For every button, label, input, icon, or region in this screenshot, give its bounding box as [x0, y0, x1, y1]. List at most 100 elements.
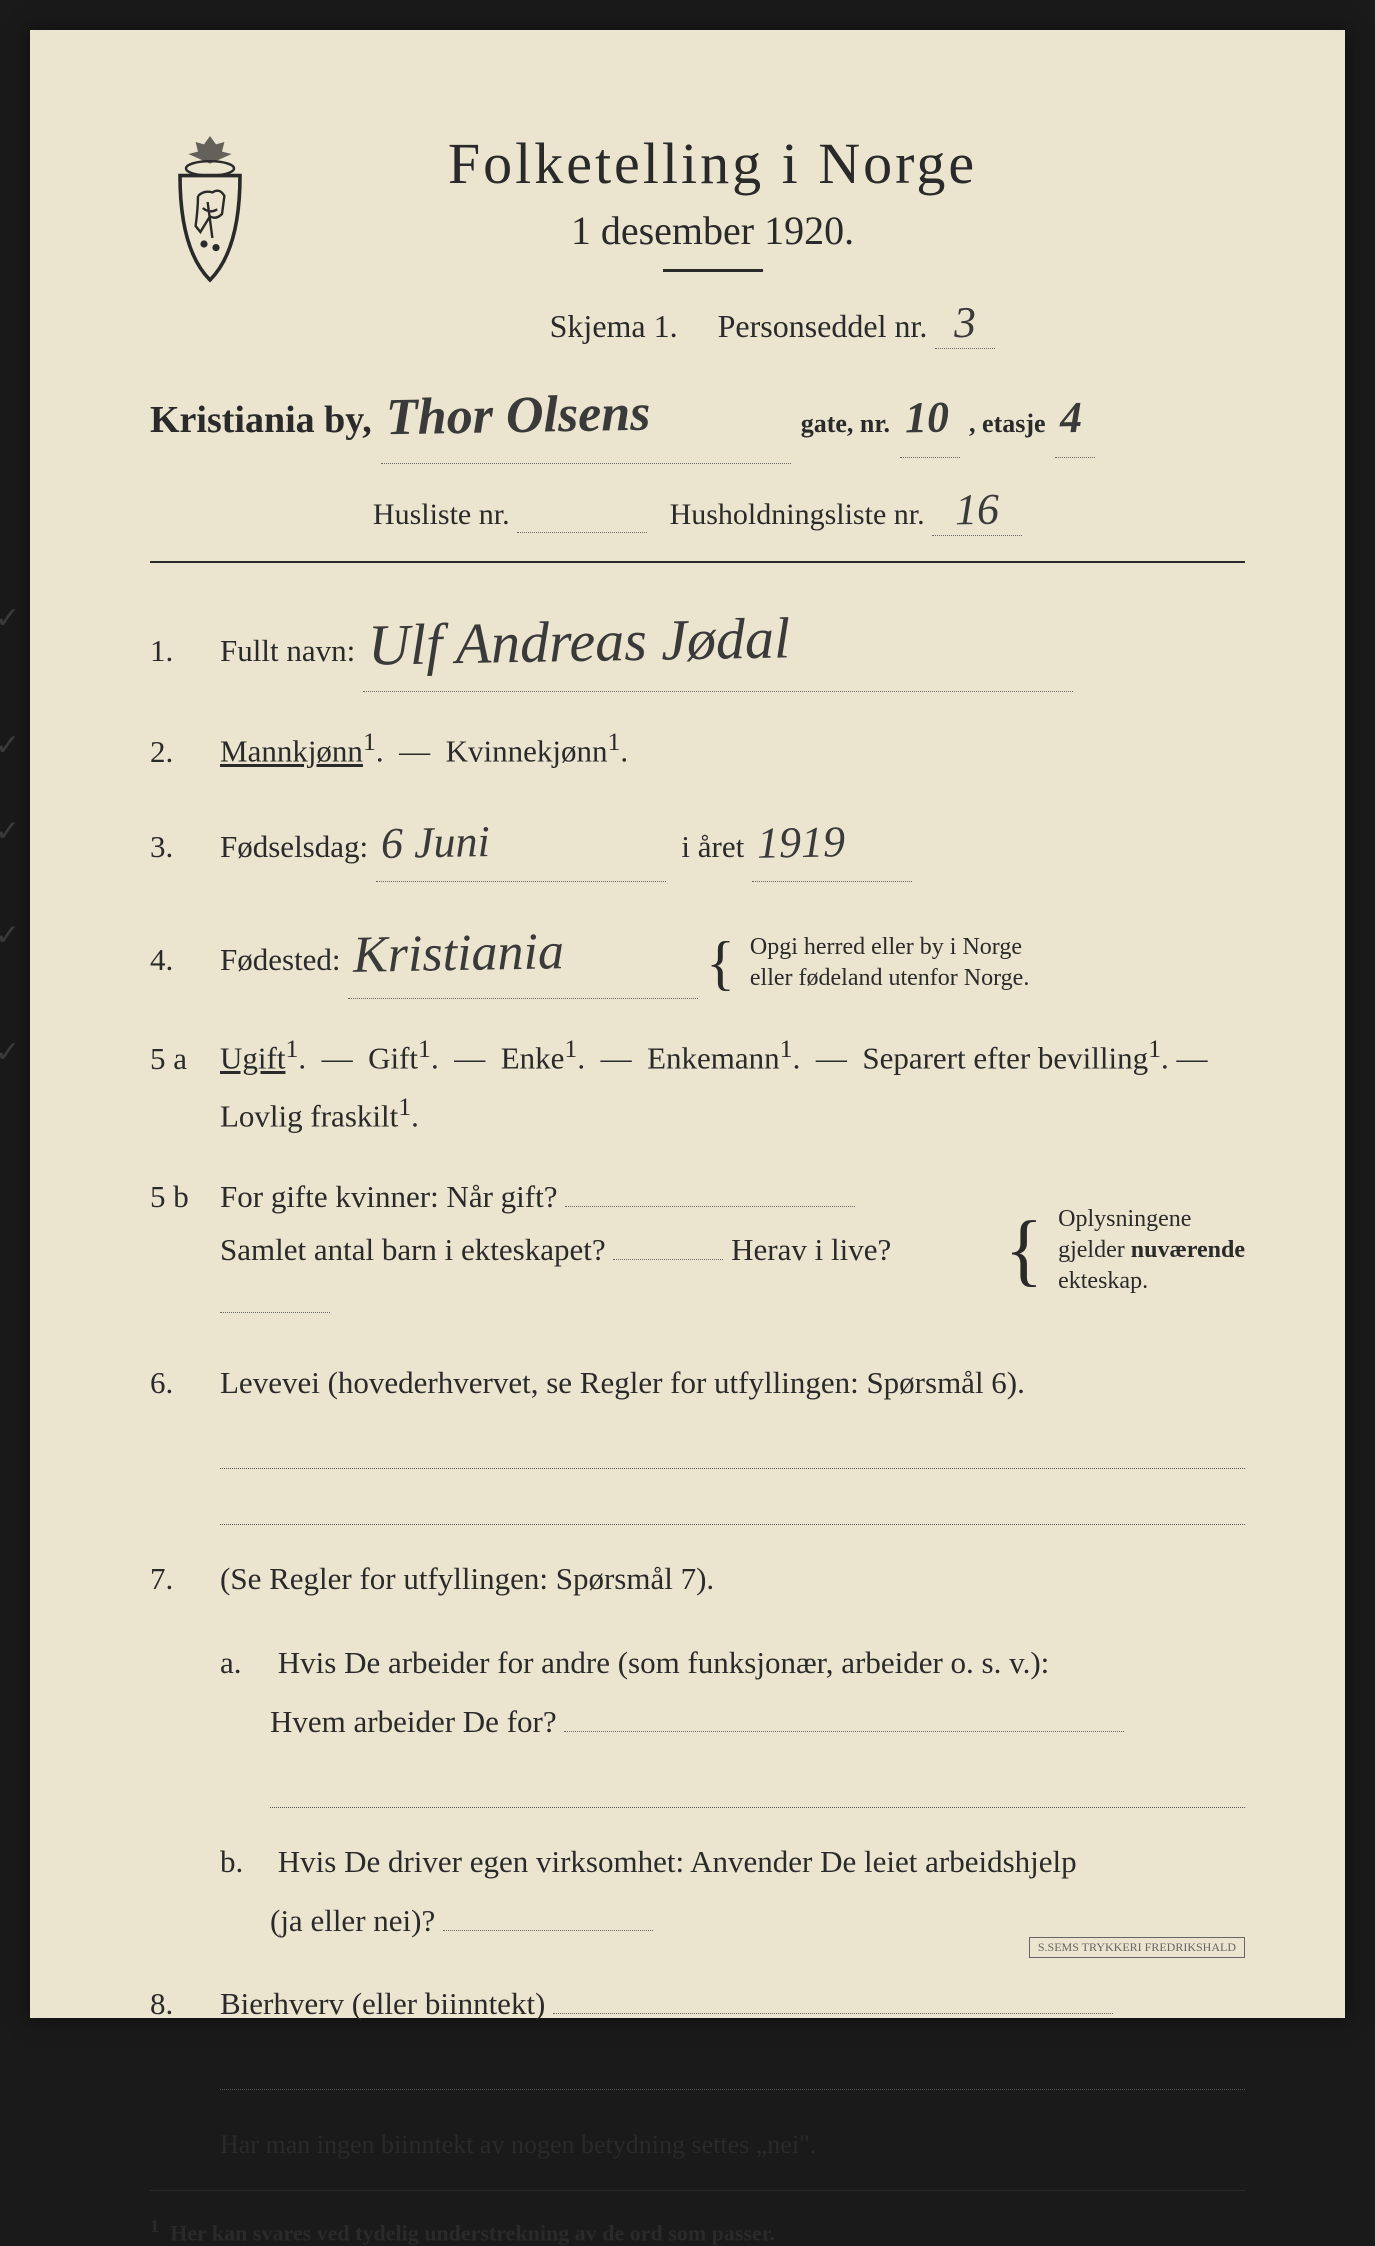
- q5a-num: 5 a: [150, 1033, 220, 1086]
- q2-body: Mannkjønn1. — Kvinnekjønn1.: [220, 720, 1245, 778]
- q5a-ugift: Ugift: [220, 1041, 285, 1076]
- q7a-line: [270, 1777, 1245, 1808]
- census-document: Folketelling i Norge 1 desember 1920. Sk…: [30, 30, 1345, 2018]
- q7b-letter: b.: [220, 1833, 270, 1892]
- printer-mark: S.SEMS TRYKKERI FREDRIKSHALD: [1029, 1937, 1245, 1958]
- q5b-line1: For gifte kvinner: Når gift?: [220, 1179, 557, 1214]
- skjema-line: Skjema 1. Personseddel nr. 3: [420, 297, 1125, 349]
- gate-label: gate, nr.: [801, 409, 890, 438]
- question-7b: b. Hvis De driver egen virksomhet: Anven…: [220, 1833, 1245, 1951]
- q7-label: (Se Regler for utfyllingen: Spørsmål 7).: [220, 1553, 1245, 1606]
- q4-field: Kristiania: [348, 910, 698, 999]
- q6-num: 6.: [150, 1357, 220, 1410]
- q2-sup1: 1: [363, 727, 376, 756]
- check-mark-1: ✓: [0, 593, 20, 644]
- check-mark-3: ✓: [0, 806, 20, 857]
- q4-note1: Opgi herred eller by i Norge: [750, 934, 1022, 960]
- etasje-label: , etasje: [969, 409, 1046, 438]
- question-7: 7. (Se Regler for utfyllingen: Spørsmål …: [150, 1553, 1245, 1606]
- q3-label: Fødselsdag:: [220, 829, 368, 864]
- q5a-gift: Gift: [368, 1041, 418, 1076]
- q4-note-block: { Opgi herred eller by i Norge eller fød…: [706, 932, 1029, 994]
- crest-svg: [150, 130, 270, 286]
- husliste-label: Husliste nr.: [373, 498, 510, 531]
- q7a-letter: a.: [220, 1634, 270, 1693]
- q5a-body: Ugift1. — Gift1. — Enke1. — Enkemann1. —…: [220, 1027, 1245, 1143]
- q5b-num: 5 b: [150, 1171, 220, 1224]
- q7a-text2: Hvem arbeider De for?: [270, 1704, 557, 1739]
- footer-note: Har man ingen biinntekt av nogen betydni…: [220, 2130, 1245, 2160]
- q3-year-label: i året: [681, 829, 744, 864]
- street-field: Thor Olsens: [381, 369, 791, 464]
- q8-body: Bierhverv (eller biinntekt): [220, 1978, 1245, 2031]
- q6-line2: [220, 1494, 1245, 1525]
- q7b-text2: (ja eller nei)?: [270, 1903, 435, 1938]
- q5b-note3: ekteskap.: [1058, 1268, 1148, 1294]
- question-1: ✓ 1. Fullt navn: Ulf Andreas Jødal: [150, 593, 1245, 693]
- personseddel-nr: 3: [954, 297, 977, 348]
- footnote: 1 Her kan svares ved tydelig understrekn…: [150, 2216, 1245, 2246]
- q4-note2: eller fødeland utenfor Norge.: [750, 965, 1029, 991]
- q7-num: 7.: [150, 1553, 220, 1606]
- q3-year-field: 1919: [752, 806, 912, 882]
- etasje-field: 4: [1055, 378, 1095, 458]
- q4-label: Fødested:: [220, 942, 341, 977]
- brace-icon: {: [706, 939, 735, 987]
- question-4: ✓ 4. Fødested: Kristiania { Opgi herred …: [150, 910, 1245, 999]
- q8-num: 8.: [150, 1978, 220, 2031]
- husholdning-nr: 16: [955, 483, 1000, 535]
- q5b-note-block: { Oplysningene gjelder nuværende ekteska…: [1005, 1204, 1245, 1298]
- q5a-enke: Enke: [501, 1041, 565, 1076]
- footnote-divider: [150, 2190, 1245, 2191]
- personseddel-label: Personseddel nr.: [718, 308, 928, 344]
- q8-label: Bierhverv (eller biinntekt): [220, 1986, 545, 2021]
- question-5a: ✓ 5 a Ugift1. — Gift1. — Enke1. — Enkema…: [150, 1027, 1245, 1143]
- question-8: 8. Bierhverv (eller biinntekt): [150, 1978, 1245, 2031]
- q8-line: [220, 2059, 1245, 2090]
- q5b-note2: gjelder nuværende: [1058, 1237, 1245, 1263]
- q2-sup2: 1: [607, 727, 620, 756]
- etasje-value: 4: [1059, 378, 1082, 458]
- question-5b: 5 b For gifte kvinner: Når gift? Samlet …: [150, 1171, 1245, 1329]
- q3-day-field: 6 Juni: [376, 806, 666, 882]
- footnote-text: Her kan svares ved tydelig understreknin…: [170, 2220, 775, 2245]
- q6-label: Levevei (hovederhvervet, se Regler for u…: [220, 1357, 1245, 1410]
- q5a-fraskilt: Lovlig fraskilt: [220, 1099, 398, 1134]
- question-6: 6. Levevei (hovederhvervet, se Regler fo…: [150, 1357, 1245, 1410]
- footnote-num: 1: [150, 2216, 159, 2236]
- check-mark-5a: ✓: [0, 1027, 20, 1078]
- q5b-line2b: Herav i live?: [731, 1232, 891, 1267]
- q5b-live-field: [220, 1312, 330, 1313]
- q3-body: Fødselsdag: 6 Juni i året 1919: [220, 806, 1245, 882]
- husholdning-label: Husholdningsliste nr.: [670, 498, 925, 531]
- q1-num: 1.: [150, 625, 220, 678]
- gate-nr: 10: [904, 378, 949, 458]
- check-mark-4: ✓: [0, 910, 20, 961]
- title-block: Folketelling i Norge 1 desember 1920. Sk…: [300, 120, 1245, 349]
- q5b-left: For gifte kvinner: Når gift? Samlet anta…: [220, 1171, 1005, 1329]
- husholdning-nr-field: 16: [932, 484, 1022, 536]
- q1-label: Fullt navn:: [220, 633, 355, 668]
- main-title: Folketelling i Norge: [300, 130, 1125, 197]
- q1-value: Ulf Andreas Jødal: [367, 589, 791, 695]
- q3-num: 3.: [150, 821, 220, 874]
- q2-mann: Mannkjønn: [220, 734, 363, 769]
- q3-year: 1919: [756, 805, 845, 881]
- gate-nr-field: 10: [900, 378, 960, 458]
- header: Folketelling i Norge 1 desember 1920. Sk…: [150, 120, 1245, 349]
- page-wrapper: Folketelling i Norge 1 desember 1920. Sk…: [0, 0, 1375, 2048]
- q4-body: Fødested: Kristiania { Opgi herred eller…: [220, 910, 1245, 999]
- skjema-label: Skjema 1.: [550, 308, 678, 344]
- q5b-note1: Oplysningene: [1058, 1206, 1191, 1232]
- check-mark-2: ✓: [0, 720, 20, 771]
- q4-note: Opgi herred eller by i Norge eller fødel…: [750, 932, 1029, 994]
- q7a-field: [564, 1731, 1124, 1732]
- husliste-nr-field: [517, 498, 647, 533]
- q7b-field: [443, 1930, 653, 1931]
- q5b-note: Oplysningene gjelder nuværende ekteskap.: [1058, 1204, 1245, 1298]
- husliste-line: Husliste nr. Husholdningsliste nr. 16: [150, 484, 1245, 536]
- q5b-line2: Samlet antal barn i ekteskapet?: [220, 1232, 606, 1267]
- q5b-barn-field: [613, 1259, 723, 1260]
- q8-field: [553, 2013, 1113, 2014]
- q4-num: 4.: [150, 934, 220, 987]
